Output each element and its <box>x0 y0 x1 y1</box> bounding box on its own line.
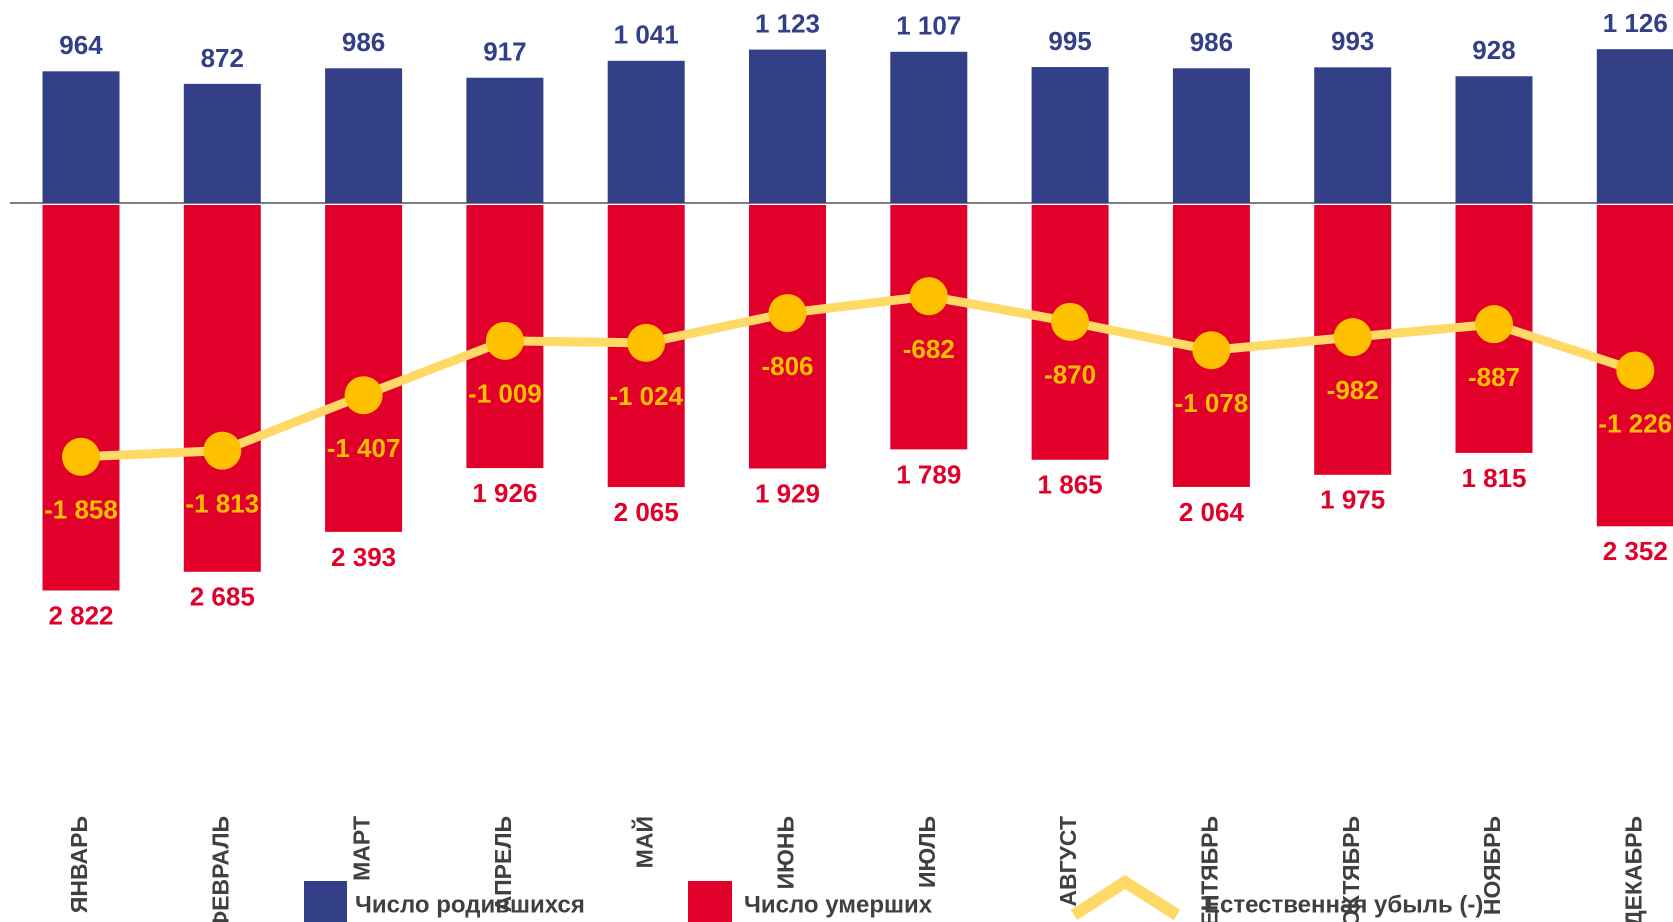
death-label: 1 789 <box>896 459 961 489</box>
decrease-label: -1 226 <box>1598 408 1672 438</box>
birth-bar <box>183 83 261 203</box>
birth-bar <box>325 68 403 203</box>
birth-label: 917 <box>483 37 526 67</box>
decrease-point <box>1616 351 1655 390</box>
decrease-point <box>627 323 666 362</box>
legend-swatch <box>688 881 732 922</box>
decrease-point <box>909 277 948 316</box>
decrease-label: -887 <box>1468 362 1520 392</box>
month-label: ДЕКАБРЬ <box>1620 816 1646 922</box>
death-label: 2 685 <box>190 582 255 612</box>
birth-label: 872 <box>201 43 244 73</box>
birth-bar <box>1596 49 1673 203</box>
month-label: СЕНТЯБРЬ <box>1196 816 1222 922</box>
legend-swatch <box>304 881 347 922</box>
decrease-line <box>80 291 1637 462</box>
birth-bar <box>749 49 826 203</box>
legend-label: Естественная убыль (-) <box>1204 891 1483 918</box>
decrease-point <box>203 431 242 470</box>
birth-bar <box>1455 76 1533 203</box>
birth-label: 995 <box>1048 26 1091 56</box>
month-label: ФЕВРАЛЬ <box>207 816 233 922</box>
birth-bar <box>466 77 544 203</box>
birth-label: 986 <box>342 27 385 57</box>
month-label: МАРТ <box>349 816 375 881</box>
birth-label: 928 <box>1472 35 1515 65</box>
decrease-label: -682 <box>903 334 955 364</box>
death-label: 1 865 <box>1038 470 1103 500</box>
month-label: НОЯБРЬ <box>1479 816 1505 915</box>
legend-line <box>1070 874 1181 921</box>
birth-bar <box>1031 67 1109 203</box>
birth-label: 1 107 <box>896 11 961 41</box>
month-label: АВГУСТ <box>1055 816 1081 907</box>
death-bar <box>325 205 403 532</box>
birth-label: 986 <box>1190 27 1233 57</box>
month-label: МАЙ <box>630 816 657 868</box>
decrease-label: -870 <box>1044 360 1096 390</box>
death-label: 1 815 <box>1461 463 1526 493</box>
birth-label: 964 <box>59 30 103 60</box>
decrease-point <box>1051 302 1090 341</box>
month-label: АПРЕЛЬ <box>490 816 516 912</box>
birth-bar <box>1314 67 1392 203</box>
decrease-label: -1 078 <box>1175 388 1249 418</box>
decrease-label: -982 <box>1327 375 1379 405</box>
birth-bar <box>42 71 120 203</box>
death-label: 1 975 <box>1320 485 1385 515</box>
birth-label: 1 041 <box>614 20 679 50</box>
death-bar <box>183 205 261 572</box>
death-bar <box>890 205 968 450</box>
decrease-point <box>344 376 383 415</box>
death-bar <box>749 205 826 469</box>
legend-label: Число родившихся <box>355 891 585 918</box>
decrease-label: -1 024 <box>609 381 683 411</box>
decrease-label: -1 858 <box>44 495 118 525</box>
death-label: 2 064 <box>1179 497 1245 527</box>
decrease-label: -806 <box>761 351 813 381</box>
legend-label: Число умерших <box>744 891 933 918</box>
birth-bar <box>1172 68 1250 203</box>
death-bar <box>42 205 120 591</box>
birth-label: 1 123 <box>755 8 820 38</box>
death-label: 1 929 <box>755 478 820 508</box>
decrease-point <box>485 321 524 360</box>
month-label: ИЮЛЬ <box>914 816 940 888</box>
month-label: ЯНВАРЬ <box>66 816 92 913</box>
birth-label: 993 <box>1331 26 1374 56</box>
month-label: ОКТЯБРЬ <box>1338 816 1364 922</box>
decrease-point <box>1333 318 1372 357</box>
decrease-label: -1 813 <box>185 489 259 519</box>
death-label: 2 393 <box>331 542 396 572</box>
birth-bar <box>607 60 685 203</box>
decrease-point <box>1192 331 1231 370</box>
death-label: 1 926 <box>472 478 537 508</box>
decrease-label: -1 009 <box>468 379 542 409</box>
decrease-point <box>768 294 807 333</box>
decrease-point <box>1475 305 1513 344</box>
month-label: ИЮНЬ <box>773 816 799 889</box>
decrease-label: -1 407 <box>327 433 401 463</box>
birth-bar <box>890 51 968 203</box>
birth-label: 1 126 <box>1603 8 1668 38</box>
death-label: 2 352 <box>1603 536 1668 566</box>
death-label: 2 065 <box>614 497 679 527</box>
decrease-point <box>62 437 100 476</box>
death-label: 2 822 <box>48 600 113 630</box>
